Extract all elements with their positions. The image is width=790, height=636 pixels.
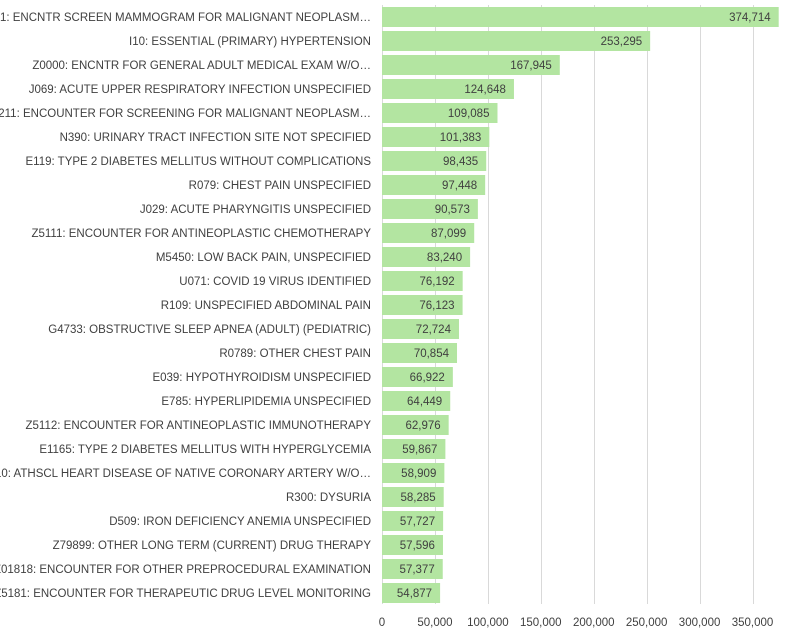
bar: [382, 79, 514, 99]
category-label: Z5112: ENCOUNTER FOR ANTINEOPLASTIC IMMU…: [26, 420, 372, 432]
bar: [382, 151, 487, 171]
x-tick-label: 300,000: [679, 617, 721, 629]
data-label: 64,449: [407, 396, 442, 408]
x-tick-label: 100,000: [467, 617, 509, 629]
bar: [382, 415, 449, 435]
category-label: R079: CHEST PAIN UNSPECIFIED: [189, 180, 371, 192]
data-label: 167,945: [510, 60, 552, 72]
x-tick-label: 350,000: [732, 617, 774, 629]
bars: [382, 7, 779, 603]
bar: [382, 511, 444, 531]
data-label: 97,448: [442, 180, 477, 192]
data-label: 90,573: [435, 204, 470, 216]
category-label: M5450: LOW BACK PAIN, UNSPECIFIED: [156, 252, 371, 264]
category-label: U071: COVID 19 VIRUS IDENTIFIED: [179, 276, 371, 288]
bar: [382, 535, 443, 555]
bar: [382, 199, 478, 219]
bar: [382, 583, 441, 603]
data-label: 58,909: [401, 468, 436, 480]
data-labels: 374,714 253,295 167,945 124,648 109,085 101,3…: [397, 12, 771, 600]
category-label: N390: URINARY TRACT INFECTION SITE NOT S…: [60, 132, 371, 144]
bar: [382, 439, 446, 459]
x-axis-tick-labels: 0 50,000 100,000 150,000 200,000 250,000 300,0…: [379, 617, 774, 629]
category-label: J029: ACUTE PHARYNGITIS UNSPECIFIED: [140, 204, 371, 216]
category-label: R0789: OTHER CHEST PAIN: [219, 348, 371, 360]
data-label: 374,714: [729, 12, 771, 24]
bar: [382, 55, 560, 75]
category-label: E785: HYPERLIPIDEMIA UNSPECIFIED: [161, 396, 371, 408]
category-label: G4733: OBSTRUCTIVE SLEEP APNEA (ADULT) (…: [48, 324, 371, 336]
category-label: J069: ACUTE UPPER RESPIRATORY INFECTION …: [29, 84, 371, 96]
category-label: E119: TYPE 2 DIABETES MELLITUS WITHOUT C…: [25, 156, 371, 168]
category-label: D509: IRON DEFICIENCY ANEMIA UNSPECIFIED: [109, 516, 371, 528]
data-label: 83,240: [427, 252, 462, 264]
bar: [382, 31, 651, 51]
bar: [382, 103, 498, 123]
bar: [382, 271, 463, 291]
category-label: R109: UNSPECIFIED ABDOMINAL PAIN: [161, 300, 371, 312]
category-label: Z0000: ENCNTR FOR GENERAL ADULT MEDICAL …: [32, 60, 371, 72]
category-label: Z5181: ENCOUNTER FOR THERAPEUTIC DRUG LE…: [0, 588, 371, 600]
x-tick-label: 250,000: [626, 617, 668, 629]
category-label: Z1231: ENCNTR SCREEN MAMMOGRAM FOR MALIG…: [0, 12, 371, 24]
data-label: 58,285: [401, 492, 436, 504]
data-label: 57,596: [400, 540, 435, 552]
data-label: 66,922: [410, 372, 445, 384]
category-label: I2510: ATHSCL HEART DISEASE OF NATIVE CO…: [0, 468, 371, 480]
category-label: E1165: TYPE 2 DIABETES MELLITUS WITH HYP…: [39, 444, 371, 456]
category-label: Z79899: OTHER LONG TERM (CURRENT) DRUG T…: [53, 540, 372, 552]
category-label: R300: DYSURIA: [286, 492, 371, 504]
bar: [382, 391, 451, 411]
x-tick-label: 0: [379, 617, 385, 629]
category-labels: Z1231: ENCNTR SCREEN MAMMOGRAM FOR MALIG…: [0, 12, 371, 600]
bar: [382, 487, 444, 507]
data-label: 54,877: [397, 588, 432, 600]
category-label: Z1211: ENCOUNTER FOR SCREENING FOR MALIG…: [0, 108, 371, 120]
x-tick-label: 50,000: [417, 617, 452, 629]
data-label: 62,976: [405, 420, 440, 432]
x-tick-label: 200,000: [573, 617, 615, 629]
bar: [382, 343, 458, 363]
data-label: 76,192: [419, 276, 454, 288]
bar: [382, 223, 475, 243]
category-label: Z01818: ENCOUNTER FOR OTHER PREPROCEDURA…: [0, 564, 371, 576]
data-label: 57,727: [400, 516, 435, 528]
category-label: Z5111: ENCOUNTER FOR ANTINEOPLASTIC CHEM…: [31, 228, 371, 240]
data-label: 76,123: [419, 300, 454, 312]
bar: [382, 559, 443, 579]
data-label: 87,099: [431, 228, 466, 240]
bar: [382, 247, 471, 267]
bar: [382, 463, 445, 483]
x-tick-label: 150,000: [520, 617, 562, 629]
data-label: 253,295: [601, 36, 643, 48]
bar: [382, 367, 453, 387]
data-label: 98,435: [443, 156, 478, 168]
data-label: 124,648: [464, 84, 506, 96]
data-label: 70,854: [414, 348, 450, 360]
bar: [382, 295, 463, 315]
data-label: 57,377: [400, 564, 435, 576]
bar: [382, 7, 779, 27]
bar: [382, 175, 486, 195]
data-label: 109,085: [448, 108, 490, 120]
data-label: 59,867: [402, 444, 437, 456]
data-label: 101,383: [440, 132, 482, 144]
category-label: I10: ESSENTIAL (PRIMARY) HYPERTENSION: [129, 36, 371, 48]
data-label: 72,724: [416, 324, 452, 336]
bar: [382, 319, 459, 339]
bar: [382, 127, 490, 147]
category-label: E039: HYPOTHYROIDISM UNSPECIFIED: [152, 372, 371, 384]
